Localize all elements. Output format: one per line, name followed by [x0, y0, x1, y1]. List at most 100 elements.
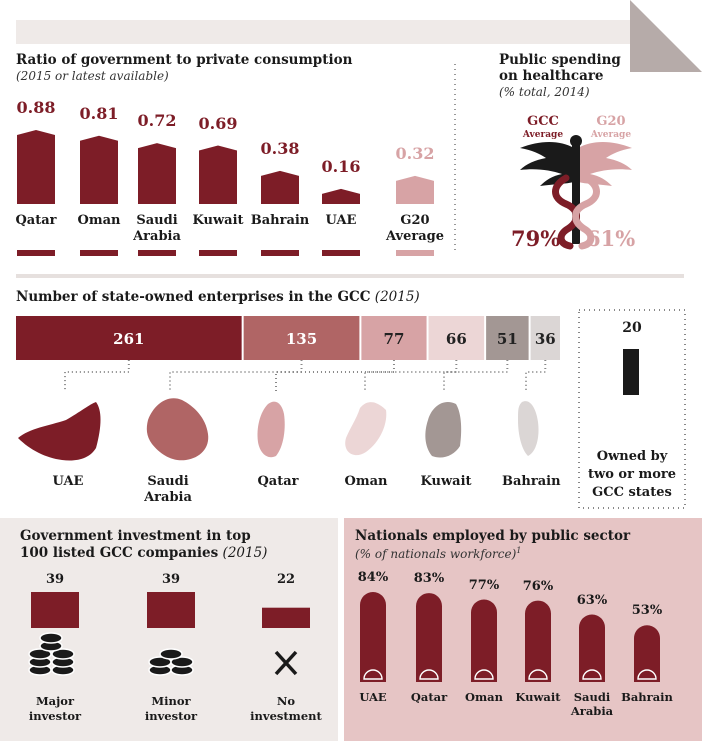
ratio-value-2: 0.72 [137, 111, 177, 131]
soe-leader-3 [364, 360, 458, 392]
soe-title-wrap: Number of state-owned enterprises in the… [16, 289, 420, 305]
ratio-value-4: 0.38 [260, 138, 300, 158]
ratio-label-3-line1: Kuwait [192, 213, 244, 228]
soe-value-3: 66 [445, 330, 467, 348]
g20-health-value: 61% [586, 226, 636, 251]
map-icon-1 [146, 398, 209, 461]
soe-bar-0 [16, 316, 242, 360]
invest-title-line2-wrap: 100 listed GCC companies (2015) [20, 545, 267, 561]
ratio-bar-6 [396, 175, 434, 204]
ratio-bar-2 [138, 143, 176, 204]
ratio-bar-1 [80, 135, 118, 204]
invest-label-2-line2: investment [250, 709, 322, 723]
nationals-value-4: 63% [576, 592, 608, 608]
health-title-line2: on healthcare [499, 68, 604, 84]
caduceus-left-wing [520, 142, 574, 186]
ratio-value-1: 0.81 [79, 103, 119, 123]
g20-label: G20 [596, 114, 626, 129]
soe-value-5: 36 [534, 330, 556, 348]
map-icon-5 [518, 401, 539, 456]
invest-label-0-line1: Major [35, 694, 75, 708]
caduceus-staff [572, 140, 580, 244]
soe-label-1-line1: Saudi [147, 474, 189, 489]
soe-leader-1 [169, 360, 303, 392]
gcc-label: GCC [527, 114, 559, 129]
coin-stack-major-icon-2 [28, 648, 52, 660]
joint-label-line3: GCC states [592, 485, 672, 500]
ratio-label-2-line2: Arabia [133, 229, 181, 244]
ratio-label-6-line1: G20 [400, 213, 430, 228]
nationals-label-4-line2: Arabia [570, 704, 614, 718]
soe-leader-5 [525, 360, 547, 392]
soe-value-4: 51 [496, 330, 518, 348]
nationals-gear-icon-2 [474, 669, 494, 680]
caduceus-icon [520, 135, 632, 250]
soe-bar-5 [530, 316, 560, 360]
nationals-gear-icon-1 [419, 669, 439, 680]
caduceus-right-wing [578, 142, 632, 186]
health-title-line1: Public spending [499, 52, 621, 68]
ratio-bar-base-2 [138, 250, 176, 256]
joint-label-line1: Owned by [596, 449, 668, 464]
joint-ownership-value: 20 [622, 320, 642, 336]
nationals-bar-1 [416, 593, 442, 682]
invest-title-line2: 100 listed GCC companies [20, 545, 219, 561]
ratio-label-1-line1: Oman [77, 213, 121, 228]
coin-stack-minor-icon-4 [159, 648, 183, 660]
ratio-title: Ratio of government to private consumpti… [16, 52, 353, 68]
ratio-value-3: 0.69 [198, 113, 238, 133]
investment-panel-bg [0, 518, 338, 741]
invest-bar-0 [31, 592, 79, 628]
invest-title-line1: Government investment in top [20, 528, 251, 544]
soe-label-2-line1: Qatar [257, 474, 299, 489]
nationals-value-3: 76% [522, 578, 554, 594]
nationals-value-1: 83% [413, 571, 445, 587]
ratio-bar-base-3 [199, 250, 237, 256]
soe-value-0: 261 [113, 330, 145, 348]
ratio-label-4-line1: Bahrain [250, 213, 310, 228]
invest-label-0-line2: investor [28, 709, 82, 723]
joint-ownership-bar [623, 349, 639, 395]
soe-leader-2 [275, 360, 395, 392]
invest-value-2: 22 [276, 572, 296, 587]
no-investment-x-icon [274, 650, 298, 676]
nationals-subtitle: (% of nationals workforce) [355, 547, 517, 561]
nationals-label-0-line1: UAE [359, 690, 387, 704]
ratio-bar-base-6 [396, 250, 434, 256]
coin-stack-major-icon-7 [39, 632, 63, 644]
ratio-bar-3 [199, 145, 237, 204]
gcc-health-value: 79% [511, 226, 561, 251]
ratio-value-5: 0.16 [321, 156, 361, 176]
soe-title: Number of state-owned enterprises in the… [16, 289, 371, 305]
invest-bar-2 [262, 607, 310, 628]
coin-stack-minor-icon-3 [170, 656, 194, 668]
caduceus-knob [570, 135, 582, 147]
map-icon-0 [18, 402, 101, 461]
nationals-value-5: 53% [631, 603, 663, 619]
ratio-bar-base-5 [322, 250, 360, 256]
nationals-label-2-line1: Oman [465, 690, 503, 704]
soe-leader-0 [64, 360, 130, 392]
nationals-label-3-line1: Kuwait [515, 690, 561, 704]
gcc-average-label: Average [522, 130, 564, 140]
soe-bar-3 [428, 316, 485, 360]
soe-value-1: 135 [285, 330, 318, 348]
ratio-bar-base-0 [17, 250, 55, 256]
nationals-bar-0 [360, 592, 386, 682]
nationals-value-2: 77% [468, 577, 500, 593]
invest-value-1: 39 [161, 572, 181, 587]
nationals-label-5-line1: Bahrain [621, 690, 673, 704]
g20-average-label: Average [590, 130, 632, 140]
nationals-bar-5 [634, 625, 660, 682]
invest-bar-1 [147, 592, 195, 628]
soe-bar-1 [243, 316, 360, 360]
joint-ownership-label: Owned by two or more GCC states [579, 448, 685, 502]
nationals-subtitle-wrap: (% of nationals workforce)1 [355, 546, 521, 561]
ratio-bar-0 [17, 130, 55, 204]
soe-label-1-line2: Arabia [144, 490, 192, 505]
ratio-label-5-line1: UAE [325, 213, 357, 228]
soe-label-4-line1: Kuwait [420, 474, 472, 489]
caduceus-snake-right [572, 174, 600, 250]
nationals-label-4-line1: Saudi [573, 690, 611, 704]
